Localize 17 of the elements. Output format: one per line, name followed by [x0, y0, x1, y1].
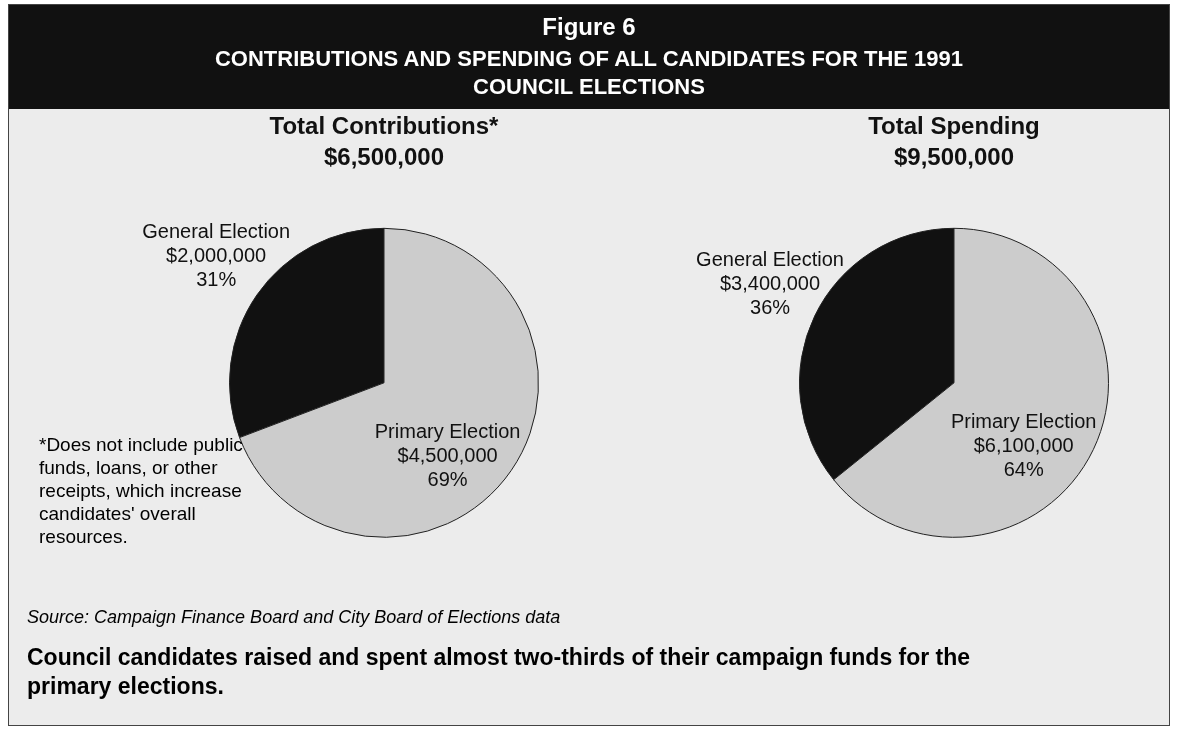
text: Council candidates raised and spent almost two-thirds of their campaign funds for the primary elections.: [27, 643, 972, 701]
slice-label: Primary Election: [374, 420, 521, 443]
slice-label: Primary Election: [950, 409, 1097, 432]
chart-subtitle: $9,500,000: [893, 142, 1015, 170]
data-label: $2,000,000 31%: [166, 244, 267, 291]
chart-title: Total Spending: [868, 112, 1040, 140]
data-label: $3,400,000 36%: [719, 272, 821, 319]
slice-label: General Election: [696, 248, 844, 271]
source-note: Source: Campaign Finance Board and City Board of Elections data: [27, 607, 561, 628]
text: Figure 6: [541, 13, 637, 41]
data-label: $6,100,000 64%: [973, 433, 1074, 480]
text: *Does not include public funds, loans, or other receipts, which increase candidates' overall resources.: [39, 433, 244, 548]
slice-label: General Election: [142, 220, 291, 243]
text: CONTRIBUTIONS AND SPENDING OF ALL CANDIDATES FOR THE 1991 COUNCIL ELECTIONS: [213, 45, 965, 101]
chart-subtitle: $6,500,000: [323, 142, 445, 170]
data-label: $4,500,000 69%: [397, 444, 498, 491]
chart-title: Total Contributions*: [269, 112, 500, 140]
